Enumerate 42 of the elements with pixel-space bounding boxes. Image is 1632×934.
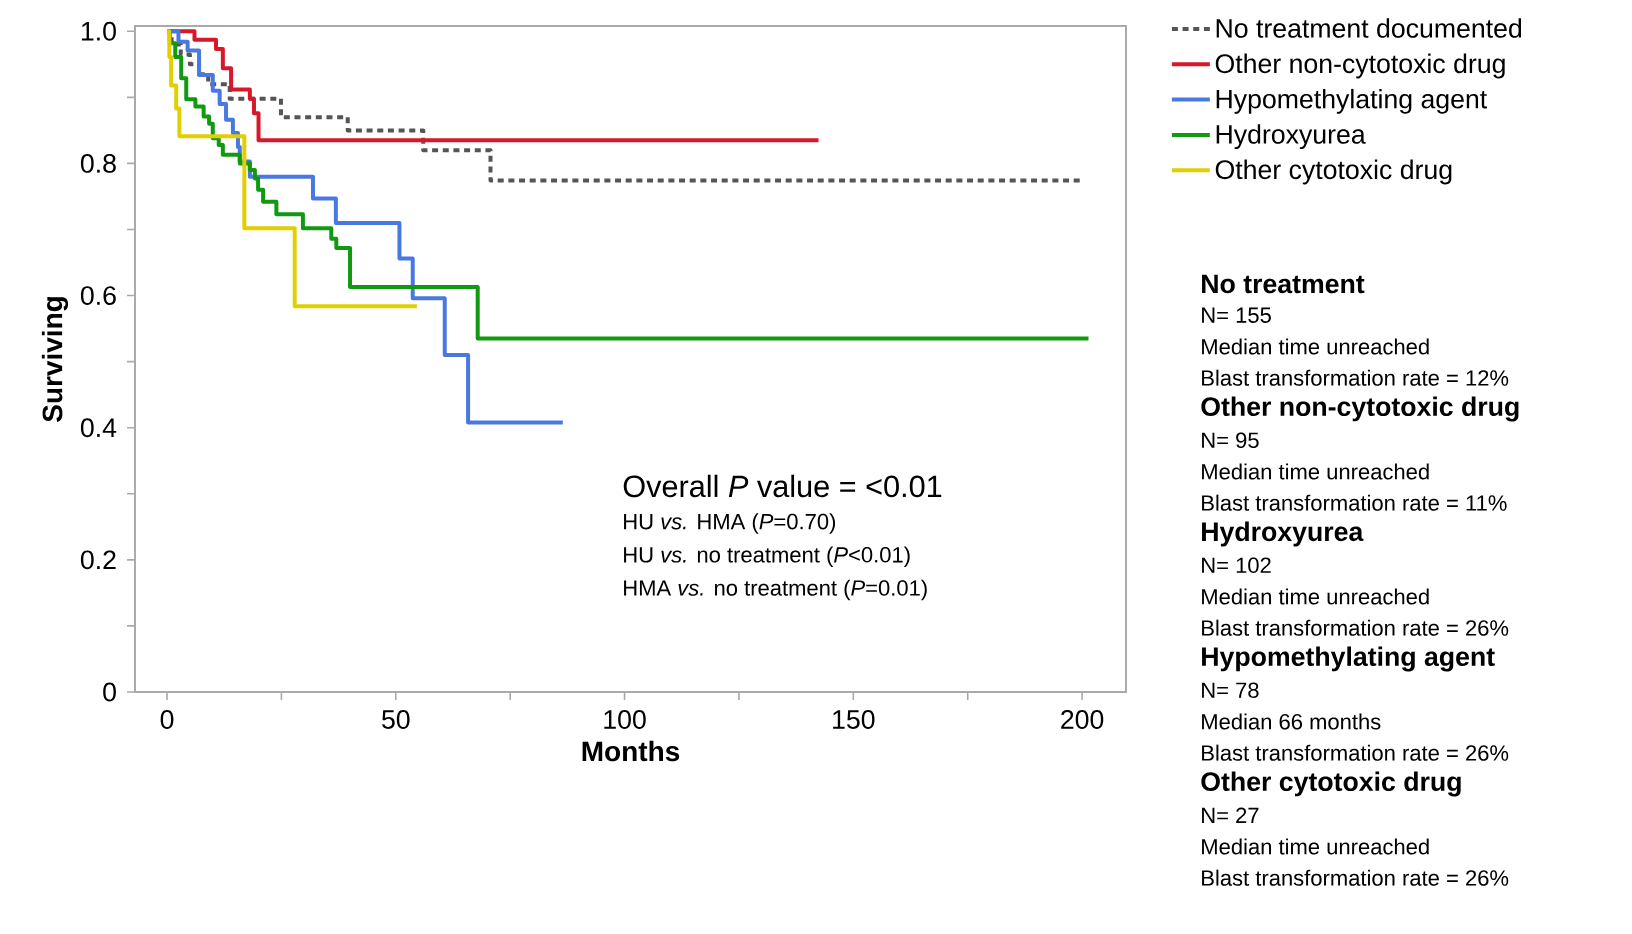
y-tick-label: 0.4 xyxy=(80,418,117,438)
text: Blast transformation rate = 26% xyxy=(1202,744,1509,761)
x-tick-label: 100 xyxy=(604,710,646,729)
legend-label: No treatment documented xyxy=(1216,18,1522,38)
y-tick-label: 0.6 xyxy=(80,286,116,305)
x-tick-label: 50 xyxy=(382,710,410,729)
y-axis-title: Surviving xyxy=(41,297,69,422)
annotation: HU vs. HMA (P=0.70) xyxy=(624,513,836,534)
text: Median time unreached xyxy=(1202,838,1429,855)
text: No treatment xyxy=(1202,274,1365,294)
text: N= 102 xyxy=(1202,557,1271,574)
y-tick-label: 0 xyxy=(103,682,116,702)
text: Hypomethylating agent xyxy=(1202,646,1495,672)
x-axis-title: Months xyxy=(582,740,680,762)
legend-label: Hypomethylating agent xyxy=(1216,88,1487,114)
annotation: HMA vs. no treatment (P=0.01) xyxy=(624,579,927,601)
text: N= 95 xyxy=(1202,432,1259,449)
legend-label: Hydroxyurea xyxy=(1216,124,1366,150)
x-tick-label: 200 xyxy=(1061,710,1104,729)
legend-label: Other cytotoxic drug xyxy=(1215,159,1452,185)
text: Blast transformation rate = 12% xyxy=(1202,369,1509,386)
text: Blast transformation rate = 26% xyxy=(1202,869,1509,886)
annotation: HU vs. no treatment (P<0.01) xyxy=(624,546,910,567)
text: Other non-cytotoxic drug xyxy=(1201,396,1519,422)
text: Other cytotoxic drug xyxy=(1201,771,1461,797)
text: Hydroxyurea xyxy=(1202,521,1364,547)
y-tick-label: 0.8 xyxy=(80,153,116,173)
text: Median time unreached xyxy=(1202,588,1429,605)
text: Median 66 months xyxy=(1202,713,1381,730)
text: N= 27 xyxy=(1202,807,1259,823)
y-tick-label: 1.0 xyxy=(81,21,116,41)
text: N= 78 xyxy=(1202,682,1259,699)
legend-label: Other non-cytotoxic drug xyxy=(1215,53,1505,79)
text: Blast transformation rate = 26% xyxy=(1202,619,1509,636)
text: Median time unreached xyxy=(1202,463,1429,480)
text: Median time unreached xyxy=(1202,338,1429,355)
y-tick-label: 0.2 xyxy=(80,550,116,570)
annotation: Overall P value = <0.01 xyxy=(623,474,942,498)
text: Blast transformation rate = 11% xyxy=(1202,494,1507,511)
x-tick-label: 150 xyxy=(833,710,875,729)
text: N= 155 xyxy=(1202,307,1271,323)
x-tick-label: 0 xyxy=(160,710,174,729)
